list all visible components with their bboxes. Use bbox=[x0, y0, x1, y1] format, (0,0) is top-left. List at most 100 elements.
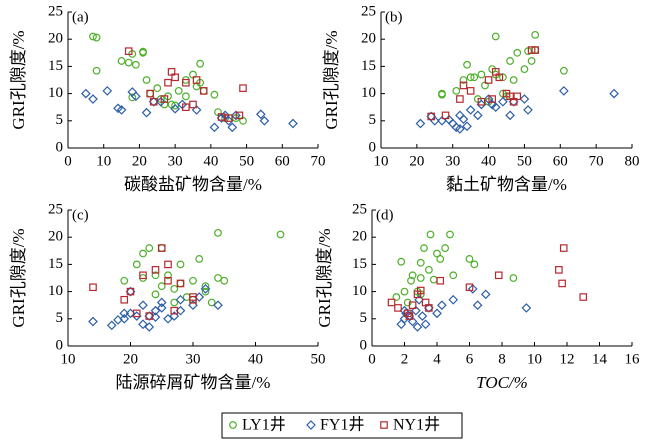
point bbox=[195, 255, 204, 263]
y-tick-label: 10 bbox=[352, 283, 367, 299]
point bbox=[196, 59, 205, 68]
point bbox=[224, 114, 233, 122]
point bbox=[472, 110, 483, 121]
legend-label: NY1井 bbox=[393, 416, 440, 434]
point bbox=[559, 66, 568, 75]
point bbox=[559, 86, 569, 96]
point bbox=[220, 276, 229, 285]
point bbox=[214, 228, 222, 237]
point bbox=[119, 313, 130, 324]
point bbox=[470, 73, 479, 82]
point bbox=[466, 73, 475, 82]
point bbox=[470, 260, 479, 269]
point bbox=[425, 304, 433, 312]
point bbox=[436, 276, 445, 285]
point bbox=[427, 112, 436, 121]
point bbox=[189, 100, 197, 109]
point bbox=[164, 260, 172, 269]
point bbox=[89, 32, 97, 41]
point bbox=[149, 97, 158, 106]
y-tick-label: 0 bbox=[56, 139, 64, 155]
point bbox=[116, 105, 127, 115]
x-tick-label: 0 bbox=[64, 153, 72, 169]
panel-label: (d) bbox=[376, 207, 394, 223]
point bbox=[477, 97, 486, 106]
point bbox=[407, 316, 418, 327]
point bbox=[472, 300, 483, 311]
y-tick-label: 0 bbox=[56, 337, 64, 353]
point bbox=[498, 96, 508, 107]
x-tick-label: 30 bbox=[445, 153, 460, 169]
point bbox=[558, 279, 566, 288]
point bbox=[164, 78, 172, 87]
point bbox=[506, 57, 514, 65]
point bbox=[436, 255, 445, 263]
point bbox=[446, 230, 454, 239]
point bbox=[463, 60, 471, 69]
y-tick-label: 25 bbox=[48, 201, 63, 217]
x-tick-label: 70 bbox=[589, 153, 604, 169]
point bbox=[189, 276, 197, 285]
point bbox=[387, 298, 396, 307]
x-tick-label: 20 bbox=[409, 153, 424, 169]
legend-label: FY1井 bbox=[320, 416, 364, 434]
point bbox=[519, 94, 530, 104]
point bbox=[465, 255, 474, 263]
point bbox=[200, 284, 211, 294]
x-tick-label: 12 bbox=[560, 351, 575, 367]
y-tick-label: 20 bbox=[48, 229, 63, 245]
point bbox=[92, 66, 101, 75]
point bbox=[201, 287, 210, 296]
point bbox=[520, 65, 529, 74]
point bbox=[175, 294, 186, 305]
x-tick-label: 70 bbox=[311, 153, 326, 169]
y-tick-label: 25 bbox=[361, 3, 376, 19]
point bbox=[171, 101, 180, 110]
point bbox=[214, 274, 222, 282]
point bbox=[157, 244, 166, 252]
point bbox=[119, 308, 130, 319]
point bbox=[555, 266, 563, 274]
x-tick-label: 6 bbox=[466, 351, 474, 367]
point bbox=[513, 48, 522, 57]
point bbox=[276, 230, 285, 239]
y-tick-label: 15 bbox=[361, 58, 376, 74]
point bbox=[480, 289, 491, 300]
y-tick-label: 25 bbox=[48, 3, 63, 19]
point bbox=[424, 265, 433, 274]
x-axis-label: 陆源碎屑矿物含量/% bbox=[116, 373, 271, 392]
x-tick-label: 8 bbox=[498, 351, 506, 367]
point bbox=[131, 91, 141, 102]
point bbox=[513, 92, 522, 101]
point bbox=[239, 84, 247, 92]
point bbox=[106, 320, 117, 331]
point bbox=[527, 57, 536, 65]
y-axis-label: GRI孔隙度/% bbox=[322, 30, 341, 129]
point bbox=[139, 271, 147, 280]
point bbox=[495, 73, 504, 82]
y-tick-label: 20 bbox=[48, 31, 63, 47]
point bbox=[120, 276, 129, 285]
point bbox=[449, 271, 458, 280]
y-tick-label: 5 bbox=[56, 112, 64, 128]
point bbox=[490, 102, 501, 113]
x-tick-label: 20 bbox=[123, 351, 138, 367]
point bbox=[151, 266, 160, 274]
point bbox=[394, 304, 402, 312]
point bbox=[483, 94, 494, 104]
point bbox=[210, 90, 219, 99]
point bbox=[455, 124, 465, 134]
point bbox=[411, 305, 421, 316]
point bbox=[153, 84, 162, 93]
point bbox=[456, 95, 464, 103]
x-axis-label: 黏土矿物含量/% bbox=[446, 175, 567, 194]
point bbox=[124, 58, 133, 67]
point bbox=[174, 86, 183, 95]
point bbox=[144, 322, 155, 332]
point bbox=[416, 286, 425, 295]
point bbox=[452, 86, 461, 95]
point bbox=[120, 295, 129, 304]
point bbox=[407, 276, 415, 285]
point bbox=[420, 319, 431, 330]
